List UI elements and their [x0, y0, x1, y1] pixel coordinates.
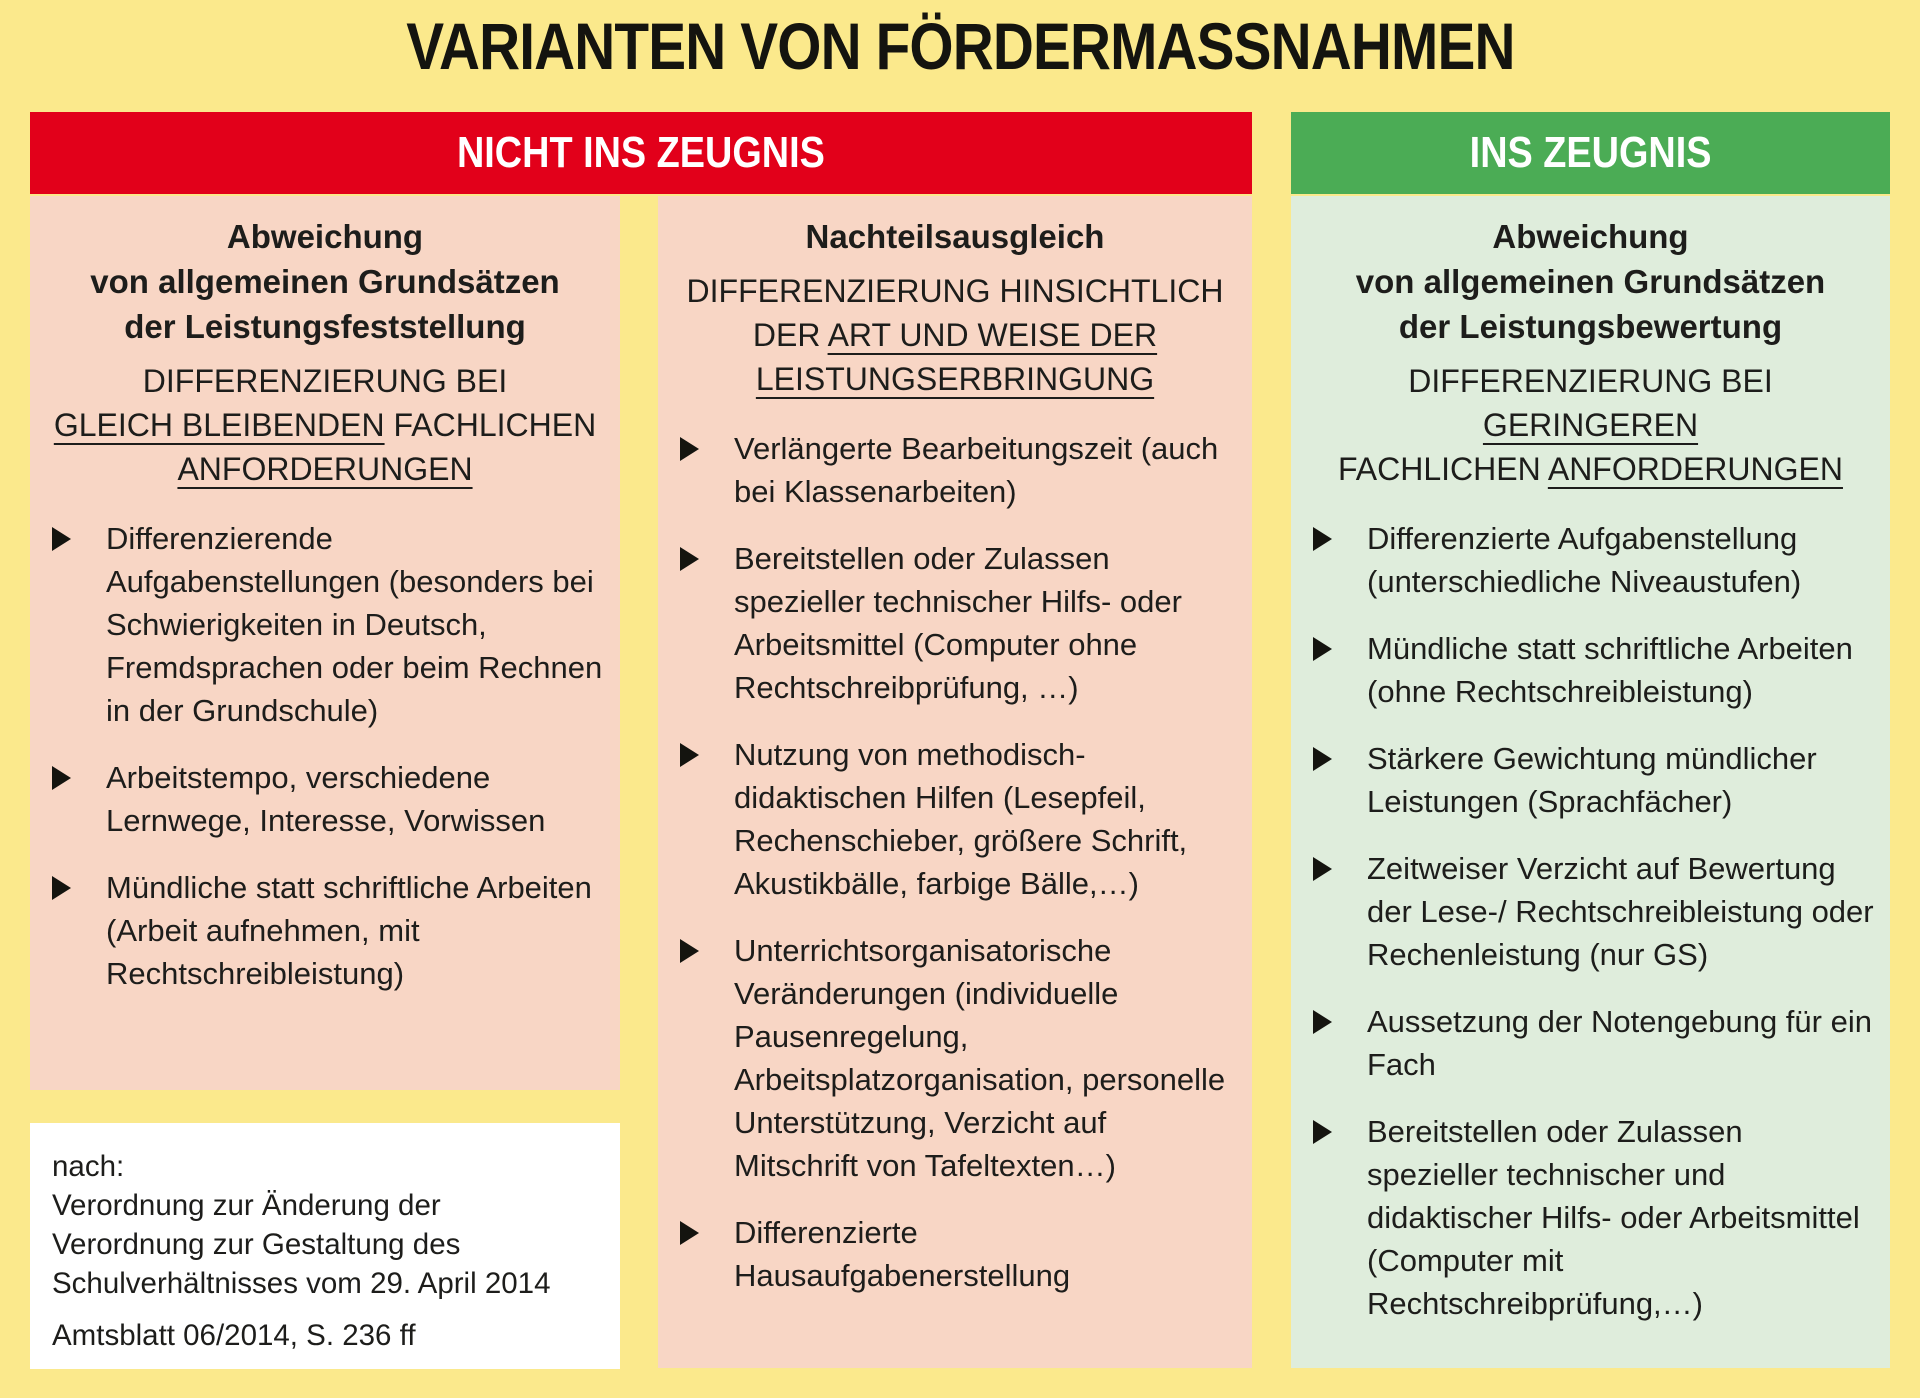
bullet-list: Verlängerte Bearbeitungszeit (auch bei K…: [674, 427, 1236, 1297]
triangle-bullet-icon: [1313, 1010, 1332, 1034]
header-bar-in-report: INS ZEUGNIS: [1291, 112, 1890, 194]
bullet-item: Differenzierte Aufgabenstellung (untersc…: [1307, 517, 1874, 603]
bullet-item: Arbeitstempo, verschiedene Lernwege, Int…: [46, 756, 604, 842]
bullet-item-text: Mündliche statt schriftliche Arbeiten (A…: [106, 870, 592, 991]
bullet-list: Differenzierende Aufgabenstellungen (bes…: [46, 517, 604, 995]
bullet-item-text: Stärkere Gewichtung mündlicher Leistunge…: [1367, 741, 1817, 819]
column-heading: Nachteilsausgleich: [805, 218, 1105, 255]
bullet-item: Verlängerte Bearbeitungszeit (auch bei K…: [674, 427, 1236, 513]
triangle-bullet-icon: [52, 766, 71, 790]
page-title: VARIANTEN VON FÖRDERMASSNAHMEN: [0, 8, 1920, 84]
column-subheading: DIFFERENZIERUNG HINSICHTLICH DER ART UND …: [686, 273, 1224, 397]
triangle-bullet-icon: [52, 876, 71, 900]
triangle-bullet-icon: [1313, 637, 1332, 661]
header-label-in-report: INS ZEUGNIS: [1469, 128, 1712, 177]
bullet-item: Stärkere Gewichtung mündlicher Leistunge…: [1307, 737, 1874, 823]
header-label-not-in-report: NICHT INS ZEUGNIS: [457, 128, 825, 177]
bullet-item: Nutzung von methodisch-didaktischen Hilf…: [674, 733, 1236, 905]
bullet-item: Zeitweiser Verzicht auf Bewertung der Le…: [1307, 847, 1874, 976]
triangle-bullet-icon: [1313, 1120, 1332, 1144]
bullet-item-text: Bereitstellen oder Zulassen spezieller t…: [734, 541, 1182, 705]
bullet-item-text: Aussetzung der Notengebung für ein Fach: [1367, 1004, 1872, 1082]
bullet-item: Bereitstellen oder Zulassen spezieller t…: [674, 537, 1236, 709]
triangle-bullet-icon: [1313, 747, 1332, 771]
column-nachteilsausgleich: Nachteilsausgleich DIFFERENZIERUNG HINSI…: [658, 196, 1252, 1368]
column-subheading: DIFFERENZIERUNG BEI GERINGEREN FACHLICHEN…: [1338, 363, 1843, 487]
bullet-item-text: Nutzung von methodisch-didaktischen Hilf…: [734, 737, 1188, 901]
bullet-item: Differenzierte Hausaufgabenerstellung: [674, 1211, 1236, 1297]
page-title-text: VARIANTEN VON FÖRDERMASSNAHMEN: [405, 9, 1515, 83]
source-note-intro: nach: Verordnung zur Änderung der Verord…: [52, 1150, 551, 1300]
bullet-item-text: Differenzierende Aufgabenstellungen (bes…: [106, 521, 603, 728]
source-note: nach: Verordnung zur Änderung der Verord…: [30, 1123, 620, 1369]
triangle-bullet-icon: [680, 547, 699, 571]
bullet-item-text: Verlängerte Bearbeitungszeit (auch bei K…: [734, 431, 1219, 509]
column-heading: Abweichung von allgemeinen Grundsätzen d…: [90, 218, 560, 345]
bullet-item-text: Unterrichtsorganisatorische Veränderunge…: [734, 933, 1226, 1183]
bullet-item-text: Differenzierte Aufgabenstellung (untersc…: [1367, 521, 1802, 599]
bullet-item-text: Arbeitstempo, verschiedene Lernwege, Int…: [106, 760, 546, 838]
triangle-bullet-icon: [680, 437, 699, 461]
column-leistungsfeststellung: Abweichung von allgemeinen Grundsätzen d…: [30, 196, 620, 1090]
bullet-item-text: Zeitweiser Verzicht auf Bewertung der Le…: [1367, 851, 1874, 972]
bullet-item: Mündliche statt schriftliche Arbeiten (o…: [1307, 627, 1874, 713]
bullet-list: Differenzierte Aufgabenstellung (untersc…: [1307, 517, 1874, 1325]
bullet-item: Unterrichtsorganisatorische Veränderunge…: [674, 929, 1236, 1187]
triangle-bullet-icon: [680, 1221, 699, 1245]
header-bar-not-in-report: NICHT INS ZEUGNIS: [30, 112, 1252, 194]
source-note-reference: Amtsblatt 06/2014, S. 236 ff: [52, 1319, 416, 1352]
column-heading: Abweichung von allgemeinen Grundsätzen d…: [1355, 218, 1826, 345]
bullet-item: Aussetzung der Notengebung für ein Fach: [1307, 1000, 1874, 1086]
bullet-item-text: Bereitstellen oder Zulassen spezieller t…: [1367, 1114, 1860, 1321]
column-subheading: DIFFERENZIERUNG BEI GLEICH BLEIBENDEN FAC…: [53, 363, 597, 487]
bullet-item: Bereitstellen oder Zulassen spezieller t…: [1307, 1110, 1874, 1325]
bullet-item-text: Mündliche statt schriftliche Arbeiten (o…: [1367, 631, 1853, 709]
column-leistungsbewertung: Abweichung von allgemeinen Grundsätzen d…: [1291, 196, 1890, 1368]
triangle-bullet-icon: [1313, 527, 1332, 551]
triangle-bullet-icon: [680, 939, 699, 963]
triangle-bullet-icon: [680, 743, 699, 767]
bullet-item: Mündliche statt schriftliche Arbeiten (A…: [46, 866, 604, 995]
triangle-bullet-icon: [1313, 857, 1332, 881]
bullet-item: Differenzierende Aufgabenstellungen (bes…: [46, 517, 604, 732]
triangle-bullet-icon: [52, 527, 71, 551]
bullet-item-text: Differenzierte Hausaufgabenerstellung: [734, 1215, 1071, 1293]
